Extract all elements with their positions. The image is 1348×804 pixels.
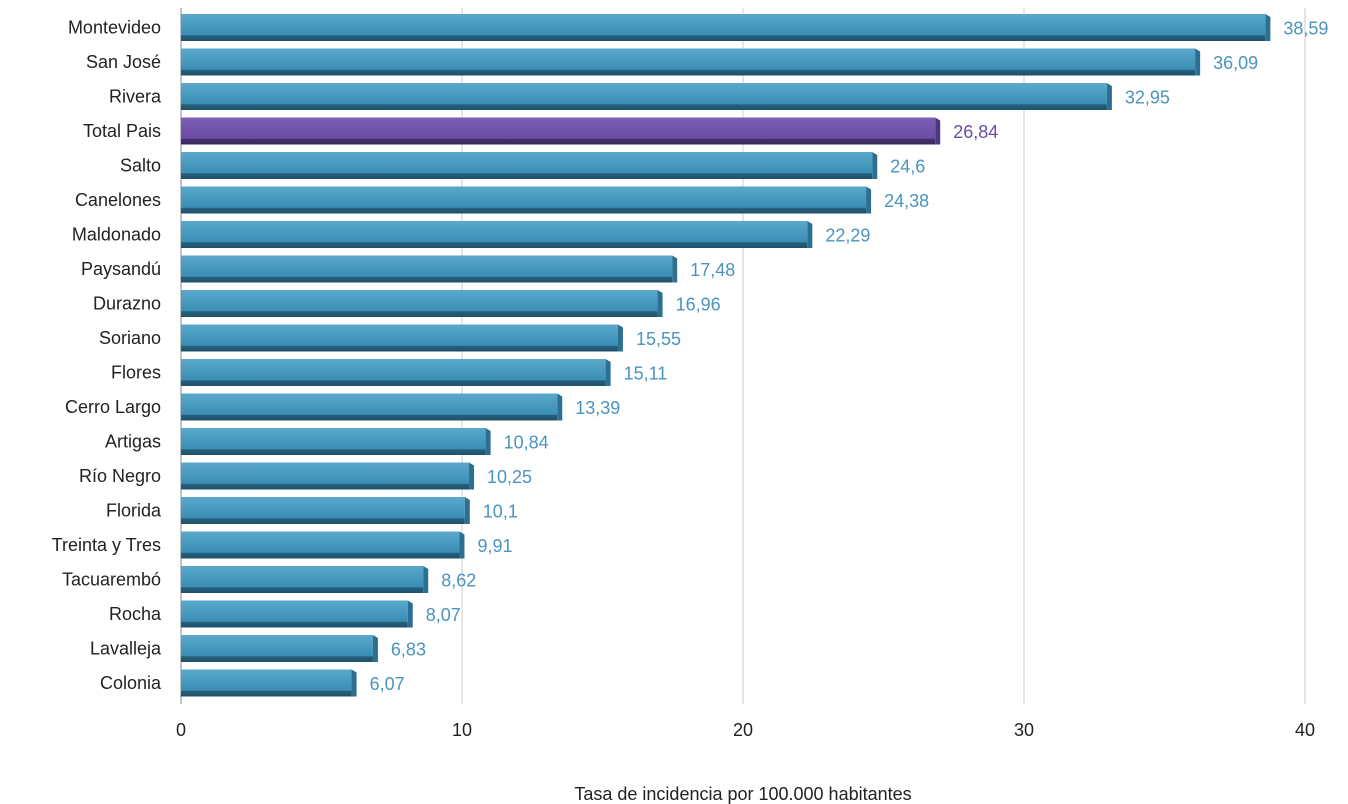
- category-label: Tacuarembó: [62, 570, 161, 590]
- value-label: 15,55: [636, 329, 681, 349]
- x-axis-title: Tasa de incidencia por 100.000 habitante…: [574, 784, 911, 804]
- category-label: Cerro Largo: [65, 397, 161, 417]
- bar-end-cap: [605, 359, 611, 386]
- value-label: 32,95: [1125, 88, 1170, 108]
- bar-end-cap: [872, 152, 878, 179]
- bar-end-cap: [557, 393, 563, 421]
- value-label: 16,96: [676, 295, 721, 315]
- bar-rocha[interactable]: [181, 600, 408, 628]
- bar-tacuarembó[interactable]: [181, 566, 424, 593]
- category-label: Canelones: [75, 190, 161, 210]
- bar-cerro-largo[interactable]: [181, 393, 558, 421]
- value-label: 26,84: [953, 122, 998, 142]
- bar-end-cap: [351, 669, 357, 697]
- bar-end-cap: [485, 428, 491, 455]
- value-label: 9,91: [477, 536, 512, 556]
- grid-lines: [180, 8, 1306, 704]
- x-tick-label: 20: [733, 720, 753, 740]
- bar-end-cap: [617, 324, 623, 352]
- category-label: Soriano: [99, 328, 161, 348]
- x-tick-label: 40: [1295, 720, 1315, 740]
- bar-end-cap: [1265, 14, 1271, 41]
- bar-total-pais[interactable]: [181, 117, 936, 145]
- bar-montevideo[interactable]: [181, 14, 1266, 41]
- value-label: 10,25: [487, 467, 532, 487]
- bar-end-cap: [672, 255, 678, 283]
- bar-end-cap: [866, 186, 872, 214]
- bar-end-cap: [407, 600, 413, 628]
- category-label: Montevideo: [68, 18, 161, 38]
- x-tick-label: 0: [176, 720, 186, 740]
- bar-paysandú[interactable]: [181, 255, 673, 283]
- bar-end-cap: [423, 566, 429, 593]
- bar-end-cap: [459, 531, 465, 559]
- category-label: Artigas: [105, 432, 161, 452]
- bar-salto[interactable]: [181, 152, 873, 179]
- bar-colonia[interactable]: [181, 669, 352, 697]
- category-label: San José: [86, 52, 161, 72]
- bar-end-cap: [464, 497, 470, 524]
- bar-rivera[interactable]: [181, 83, 1107, 110]
- value-label: 24,6: [890, 157, 925, 177]
- category-label: Florida: [106, 501, 162, 521]
- value-label: 8,62: [441, 571, 476, 591]
- x-tick-label: 30: [1014, 720, 1034, 740]
- x-tick-label: 10: [452, 720, 472, 740]
- value-label: 36,09: [1213, 53, 1258, 73]
- category-label: Durazno: [93, 294, 161, 314]
- value-label: 24,38: [884, 191, 929, 211]
- value-label: 6,83: [391, 640, 426, 660]
- category-label: Río Negro: [79, 466, 161, 486]
- category-label: Maldonado: [72, 225, 161, 245]
- value-label: 22,29: [825, 226, 870, 246]
- bar-río-negro[interactable]: [181, 462, 470, 490]
- category-label: Salto: [120, 156, 161, 176]
- value-label: 8,07: [426, 605, 461, 625]
- value-label: 38,59: [1283, 19, 1328, 39]
- bar-florida[interactable]: [181, 497, 465, 524]
- bar-canelones[interactable]: [181, 186, 867, 214]
- category-label: Flores: [111, 363, 161, 383]
- value-label: 10,1: [483, 502, 518, 522]
- value-label: 17,48: [690, 260, 735, 280]
- bar-end-cap: [372, 635, 378, 662]
- bar-san-josé[interactable]: [181, 48, 1196, 76]
- category-label: Rocha: [109, 604, 162, 624]
- value-label: 15,11: [624, 364, 668, 384]
- bar-end-cap: [469, 462, 475, 490]
- bar-end-cap: [935, 117, 941, 145]
- category-label: Total Pais: [83, 121, 161, 141]
- value-label: 10,84: [504, 433, 549, 453]
- bar-end-cap: [1195, 48, 1201, 76]
- category-label: Treinta y Tres: [52, 535, 161, 555]
- bar-durazno[interactable]: [181, 290, 658, 317]
- category-label: Rivera: [109, 87, 162, 107]
- bar-end-cap: [807, 221, 813, 248]
- value-label: 6,07: [370, 674, 405, 694]
- bar-end-cap: [1106, 83, 1112, 110]
- bar-maldonado[interactable]: [181, 221, 808, 248]
- bar-soriano[interactable]: [181, 324, 618, 352]
- bar-lavalleja[interactable]: [181, 635, 373, 662]
- x-axis-ticks: 0 10 20 30 40: [176, 720, 1315, 740]
- bar-flores[interactable]: [181, 359, 606, 386]
- value-label: 13,39: [575, 398, 620, 418]
- category-label: Paysandú: [81, 259, 161, 279]
- category-label: Lavalleja: [90, 639, 162, 659]
- bars: [181, 14, 1271, 697]
- bar-end-cap: [657, 290, 663, 317]
- bar-artigas[interactable]: [181, 428, 486, 455]
- category-label: Colonia: [100, 673, 162, 693]
- labels: Montevideo 38,59 San José 36,09 Rivera 32,95 T…: [52, 18, 1329, 695]
- bar-treinta-y-tres[interactable]: [181, 531, 460, 559]
